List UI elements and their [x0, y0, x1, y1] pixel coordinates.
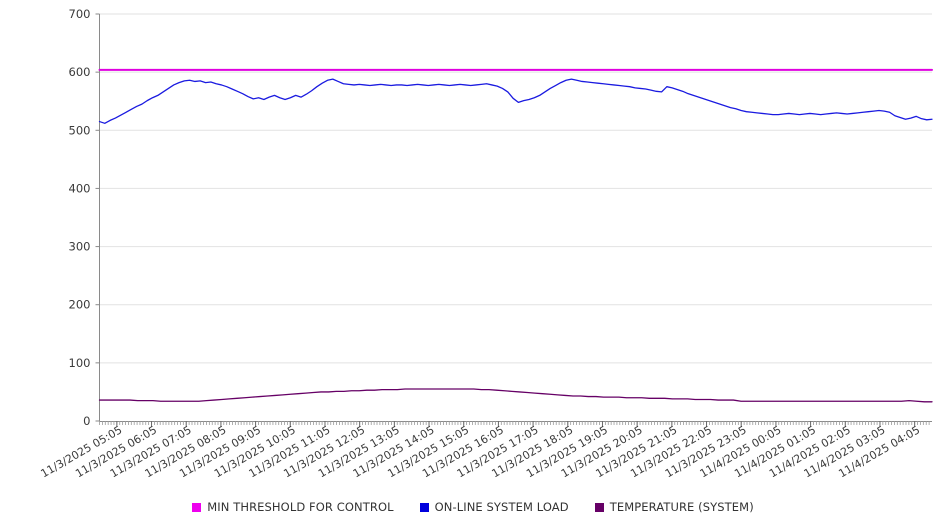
legend-label-temperature: TEMPERATURE (SYSTEM)	[609, 500, 754, 514]
chart-legend: MIN THRESHOLD FOR CONTROL ON-LINE SYSTEM…	[0, 496, 946, 518]
y-tick-label: 100	[69, 356, 91, 370]
y-tick-label: 300	[69, 240, 91, 254]
series-line	[98, 388, 933, 403]
legend-label-min-threshold: MIN THRESHOLD FOR CONTROL	[207, 500, 394, 514]
data-series-layer	[98, 68, 933, 403]
x-axis-major-ticks	[116, 421, 916, 427]
y-tick-label: 0	[83, 414, 90, 428]
y-tick-label: 700	[69, 7, 91, 21]
y-axis-labels: 0 100 200 300 400 500 600 700	[69, 7, 91, 428]
y-tick-label: 200	[69, 298, 91, 312]
y-tick-label: 600	[69, 65, 91, 79]
y-tick-label: 500	[69, 123, 91, 137]
legend-swatch-temperature	[594, 502, 604, 512]
legend-item-online-system-load[interactable]: ON-LINE SYSTEM LOAD	[419, 500, 569, 514]
y-axis-ticks	[95, 13, 100, 422]
legend-label-online-system-load: ON-LINE SYSTEM LOAD	[434, 500, 569, 514]
legend-item-temperature[interactable]: TEMPERATURE (SYSTEM)	[594, 500, 754, 514]
legend-swatch-min-threshold	[192, 502, 202, 512]
legend-swatch-online-system-load	[419, 502, 429, 512]
gridlines	[99, 13, 932, 364]
legend-item-min-threshold[interactable]: MIN THRESHOLD FOR CONTROL	[192, 500, 394, 514]
series-line	[98, 78, 933, 124]
y-tick-label: 400	[69, 181, 91, 195]
